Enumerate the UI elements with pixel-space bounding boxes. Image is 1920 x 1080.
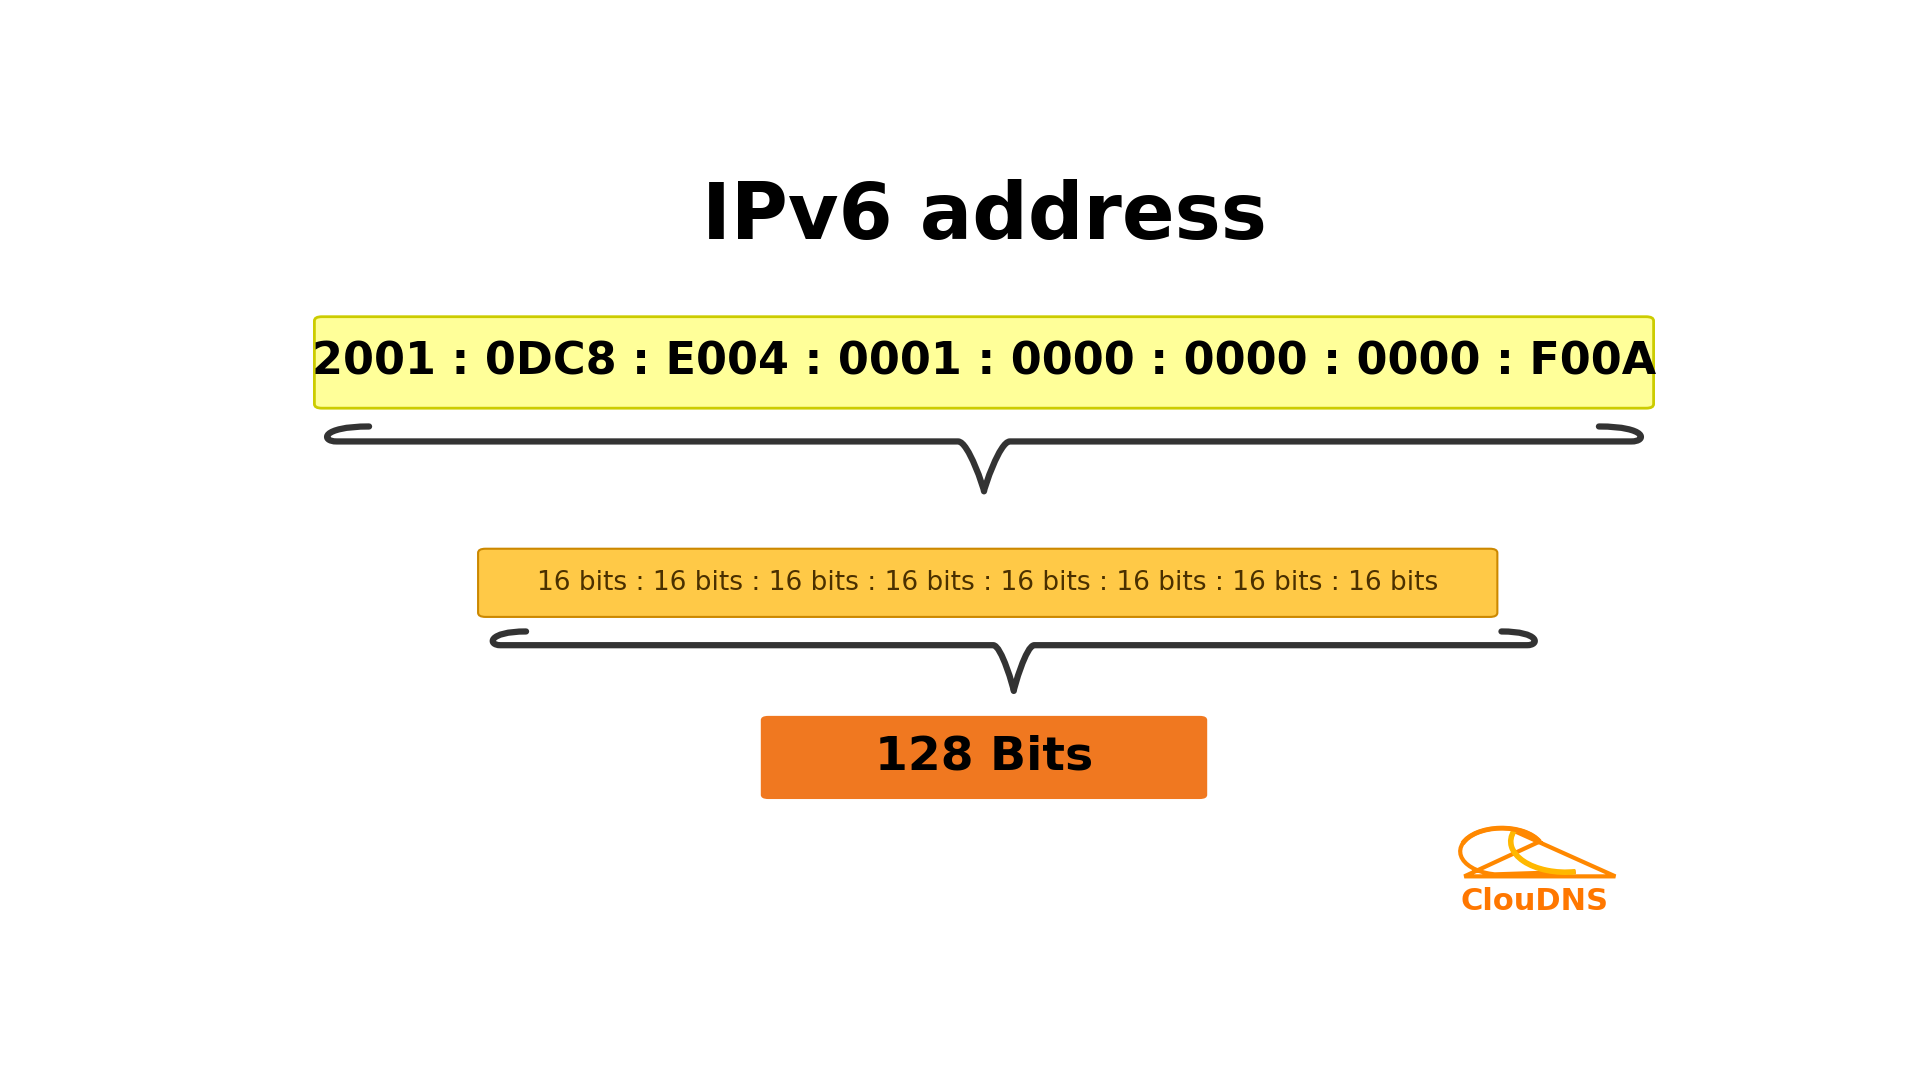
Text: ClouDNS: ClouDNS [1461,887,1609,916]
Circle shape [1486,848,1569,894]
Text: 16 bits : 16 bits : 16 bits : 16 bits : 16 bits : 16 bits : 16 bits : 16 bits: 16 bits : 16 bits : 16 bits : 16 bits : … [538,570,1438,596]
Text: 2001 : 0DC8 : E004 : 0001 : 0000 : 0000 : 0000 : F00A: 2001 : 0DC8 : E004 : 0001 : 0000 : 0000 … [311,341,1657,384]
Circle shape [1459,824,1549,874]
Circle shape [1450,848,1515,883]
FancyBboxPatch shape [478,549,1498,617]
Text: 128 Bits: 128 Bits [876,735,1092,780]
FancyBboxPatch shape [760,716,1208,799]
Circle shape [1567,848,1632,883]
Text: IPv6 address: IPv6 address [701,179,1267,255]
FancyBboxPatch shape [315,316,1653,408]
Polygon shape [1461,828,1615,876]
Circle shape [1513,807,1626,869]
